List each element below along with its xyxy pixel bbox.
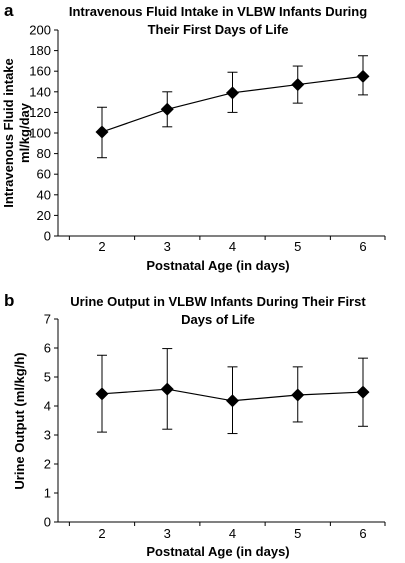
y-axis-label: ml/kg/day xyxy=(17,102,32,163)
x-tick-label: 4 xyxy=(229,526,236,541)
data-point-diamond xyxy=(160,102,174,116)
data-point-diamond xyxy=(226,394,239,408)
y-tick-label: 80 xyxy=(37,146,51,161)
x-axis-label: Postnatal Age (in days) xyxy=(146,258,289,273)
x-axis-label: Postnatal Age (in days) xyxy=(146,544,289,559)
y-tick-label: 140 xyxy=(29,84,51,99)
x-tick-label: 6 xyxy=(359,526,366,541)
x-tick-label: 5 xyxy=(294,239,301,254)
y-tick-label: 5 xyxy=(44,370,51,385)
y-tick-label: 40 xyxy=(37,187,51,202)
data-point-diamond xyxy=(356,69,370,83)
x-tick-label: 2 xyxy=(98,239,105,254)
data-point-diamond xyxy=(160,382,174,396)
y-tick-label: 0 xyxy=(44,229,51,244)
chart-title-line: Their First Days of Life xyxy=(148,22,289,37)
y-axis-label: Urine Output (ml/kg/h) xyxy=(12,352,27,489)
y-tick-label: 20 xyxy=(37,208,51,223)
y-tick-label: 200 xyxy=(29,23,51,38)
y-tick-label: 160 xyxy=(29,64,51,79)
panel-a: a Intravenous Fluid Intake in VLBW Infant… xyxy=(1,1,386,273)
y-tick-label: 100 xyxy=(29,126,51,141)
data-point-diamond xyxy=(291,78,305,92)
data-point-diamond xyxy=(226,86,239,100)
x-tick-label: 2 xyxy=(98,526,105,541)
y-tick-label: 7 xyxy=(44,312,51,327)
y-tick-label: 2 xyxy=(44,457,51,472)
y-tick-label: 6 xyxy=(44,341,51,356)
y-tick-label: 120 xyxy=(29,105,51,120)
y-tick-label: 3 xyxy=(44,428,51,443)
data-point-diamond xyxy=(95,387,109,401)
chart-title-line: Days of Life xyxy=(181,312,255,327)
data-point-diamond xyxy=(356,385,370,399)
x-tick-label: 5 xyxy=(294,526,301,541)
x-tick-label: 3 xyxy=(164,526,171,541)
y-tick-label: 1 xyxy=(44,486,51,501)
chart-title-line: Intravenous Fluid Intake in VLBW Infants… xyxy=(69,4,367,19)
panel-letter: b xyxy=(4,291,14,310)
data-point-diamond xyxy=(95,125,109,139)
y-tick-label: 4 xyxy=(44,399,51,414)
y-axis-label: Intravenous Fluid intake xyxy=(1,58,16,208)
x-tick-label: 4 xyxy=(229,239,236,254)
y-tick-label: 0 xyxy=(44,515,51,530)
y-tick-label: 60 xyxy=(37,167,51,182)
panel-b: b Urine Output in VLBW Infants During The… xyxy=(4,291,386,559)
y-tick-label: 180 xyxy=(29,43,51,58)
chart-title-line: Urine Output in VLBW Infants During Thei… xyxy=(70,294,366,309)
x-tick-label: 6 xyxy=(359,239,366,254)
data-point-diamond xyxy=(291,388,305,402)
x-tick-label: 3 xyxy=(164,239,171,254)
panel-letter: a xyxy=(4,1,14,20)
